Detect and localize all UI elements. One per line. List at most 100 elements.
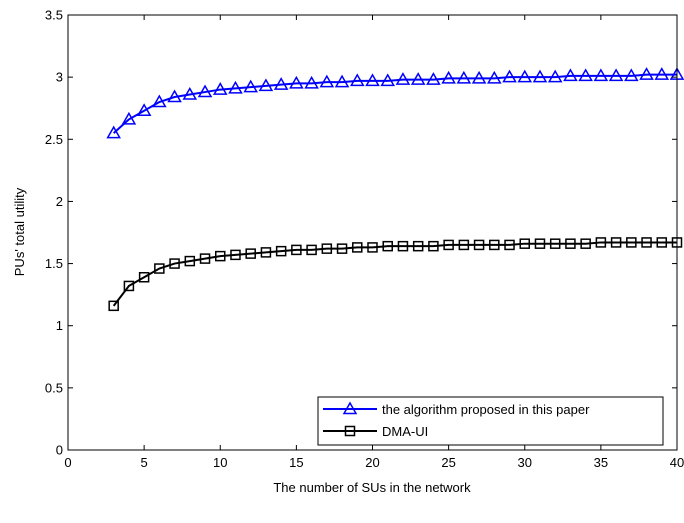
data-point-s0 bbox=[365, 73, 380, 87]
data-point-s1 bbox=[154, 263, 165, 274]
data-point-s1 bbox=[321, 243, 333, 254]
x-tick-label: 25 bbox=[441, 455, 455, 470]
x-tick-label: 40 bbox=[670, 455, 684, 470]
series-layer bbox=[106, 67, 684, 312]
data-point-s0 bbox=[517, 69, 533, 83]
data-point-s0 bbox=[578, 68, 593, 82]
data-point-s1 bbox=[352, 242, 363, 253]
data-point-s0 bbox=[639, 67, 654, 80]
data-point-s0 bbox=[502, 69, 517, 83]
data-point-s0 bbox=[608, 68, 624, 82]
data-point-s1 bbox=[458, 239, 470, 251]
data-point-s0 bbox=[106, 125, 121, 139]
data-point-s1 bbox=[519, 238, 530, 249]
data-point-s0 bbox=[167, 89, 182, 103]
data-point-s0 bbox=[243, 79, 258, 93]
legend-samples bbox=[323, 401, 377, 437]
x-tick-label: 30 bbox=[518, 455, 532, 470]
data-point-s1 bbox=[489, 239, 500, 251]
data-point-s0 bbox=[228, 80, 243, 94]
series-line-1 bbox=[112, 241, 677, 307]
data-point-s0 bbox=[441, 70, 456, 84]
data-point-s1 bbox=[184, 255, 196, 267]
legend-label-dma-ui: DMA-UI bbox=[382, 424, 428, 439]
data-point-s0 bbox=[624, 68, 639, 82]
data-point-s1 bbox=[291, 244, 302, 256]
data-point-s0 bbox=[136, 103, 152, 116]
data-point-s1 bbox=[138, 271, 150, 283]
x-tick-label: 0 bbox=[64, 455, 71, 470]
data-point-s1 bbox=[595, 237, 607, 248]
y-tick-label: 3.5 bbox=[45, 8, 63, 23]
y-tick-label: 3 bbox=[56, 70, 63, 85]
data-point-s1 bbox=[412, 240, 424, 252]
data-point-s0 bbox=[319, 74, 335, 88]
y-tick-label: 1 bbox=[56, 318, 63, 333]
data-point-s0 bbox=[258, 78, 274, 92]
y-tick-label: 0.5 bbox=[45, 380, 63, 395]
data-point-s0 bbox=[471, 70, 487, 84]
data-point-s0 bbox=[349, 73, 365, 87]
data-point-s1 bbox=[306, 244, 317, 256]
data-point-s0 bbox=[212, 82, 228, 95]
data-point-s0 bbox=[380, 73, 396, 87]
x-tick-label: 15 bbox=[289, 455, 303, 470]
data-point-s1 bbox=[549, 238, 561, 249]
legend-box bbox=[317, 396, 664, 446]
data-point-s1 bbox=[169, 258, 180, 269]
data-point-s0 bbox=[410, 72, 426, 85]
data-point-s0 bbox=[182, 87, 198, 100]
data-point-s0 bbox=[563, 68, 578, 82]
data-point-s1 bbox=[367, 242, 378, 253]
data-point-s0 bbox=[152, 94, 167, 108]
data-point-s1 bbox=[504, 239, 515, 251]
data-point-s0 bbox=[456, 70, 472, 84]
x-axis-title: The number of SUs in the network bbox=[273, 480, 471, 495]
data-point-s1 bbox=[275, 245, 287, 257]
data-point-s0 bbox=[121, 111, 137, 125]
data-point-s1 bbox=[199, 253, 211, 264]
x-tick-label: 35 bbox=[594, 455, 608, 470]
data-point-s0 bbox=[273, 77, 289, 90]
legend-marker-1 bbox=[344, 425, 356, 437]
data-point-s0 bbox=[487, 70, 502, 84]
data-point-s1 bbox=[626, 237, 637, 248]
data-point-s1 bbox=[230, 249, 241, 261]
data-point-s1 bbox=[580, 238, 591, 249]
data-point-s1 bbox=[534, 238, 546, 249]
data-point-s1 bbox=[641, 237, 652, 248]
x-tick-label: 10 bbox=[213, 455, 227, 470]
legend-label-proposed: the algorithm proposed in this paper bbox=[382, 402, 590, 417]
legend: the algorithm proposed in this paper DMA… bbox=[317, 396, 664, 446]
data-point-s0 bbox=[593, 68, 609, 82]
data-point-s1 bbox=[565, 238, 576, 249]
axes-layer: 0 5 10 15 20 25 30 35 40 0 0.5 1 1.5 2 2.5 3 3.5 bbox=[45, 8, 684, 471]
data-point-s1 bbox=[245, 248, 256, 259]
data-point-s1 bbox=[473, 239, 485, 251]
data-point-s0 bbox=[654, 67, 670, 80]
y-tick-label: 0 bbox=[56, 443, 63, 458]
y-tick-label: 1.5 bbox=[45, 256, 63, 271]
data-point-s0 bbox=[304, 75, 319, 89]
data-point-s1 bbox=[397, 240, 409, 252]
data-point-s1 bbox=[260, 247, 272, 258]
data-point-s1 bbox=[123, 280, 135, 292]
data-point-s0 bbox=[197, 84, 213, 98]
y-axis-title: PUs' total utility bbox=[12, 187, 27, 276]
data-point-s0 bbox=[547, 69, 563, 83]
x-tick-label: 5 bbox=[141, 455, 148, 470]
data-point-s1 bbox=[656, 237, 668, 248]
plot-area bbox=[68, 15, 677, 450]
data-point-s0 bbox=[289, 75, 304, 89]
data-point-s1 bbox=[443, 239, 454, 251]
y-tick-label: 2 bbox=[56, 194, 63, 209]
data-point-s1 bbox=[382, 240, 393, 252]
data-point-s1 bbox=[215, 250, 226, 262]
data-point-s1 bbox=[610, 237, 622, 248]
data-point-s1 bbox=[428, 240, 439, 252]
legend-marker-0 bbox=[342, 401, 358, 415]
data-point-s0 bbox=[426, 72, 441, 85]
data-point-s0 bbox=[334, 74, 350, 88]
y-tick-label: 2.5 bbox=[45, 132, 63, 147]
